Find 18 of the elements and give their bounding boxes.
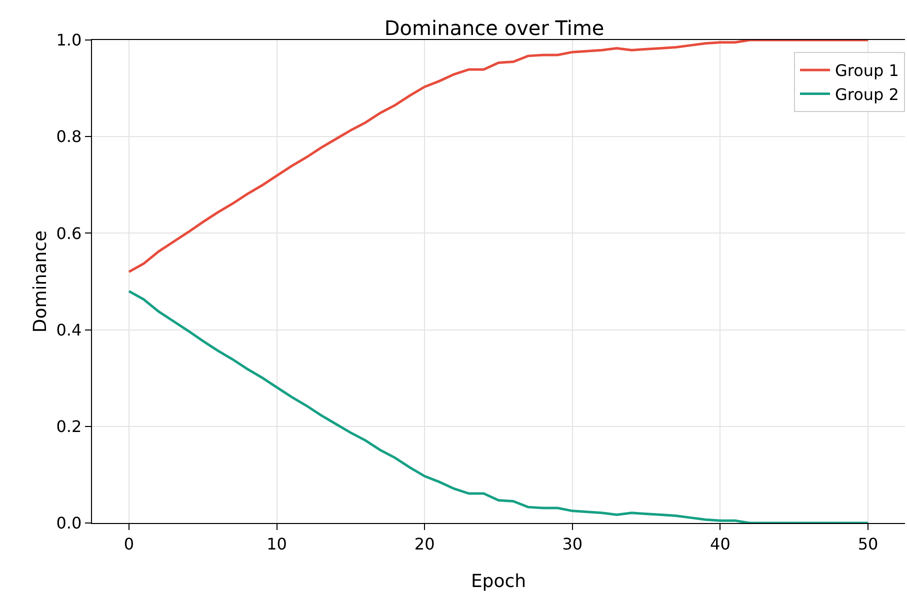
y-tick-label: 1.0: [56, 30, 82, 50]
y-tick-label: 0.0: [56, 514, 82, 533]
line-series: [128, 290, 870, 523]
x-tick-label: 30: [562, 534, 583, 554]
legend-label: Group 1: [835, 61, 899, 80]
x-axis-title: Epoch: [470, 571, 526, 592]
y-tick-label: 0.2: [56, 417, 82, 436]
x-tick-label: 50: [858, 534, 878, 554]
y-tick-label: 0.8: [56, 127, 82, 146]
y-tick-label: 0.6: [56, 224, 82, 243]
x-tick-label: 10: [266, 534, 287, 554]
legend-label: Group 2: [835, 85, 899, 104]
x-tick-label: 0: [124, 534, 134, 554]
y-axis-title: Dominance: [30, 230, 51, 333]
y-tick-label: 0.4: [56, 320, 82, 340]
x-tick-label: 20: [414, 534, 435, 554]
chart-title: Dominance over Time: [384, 16, 604, 40]
x-tick-label: 40: [710, 534, 730, 554]
